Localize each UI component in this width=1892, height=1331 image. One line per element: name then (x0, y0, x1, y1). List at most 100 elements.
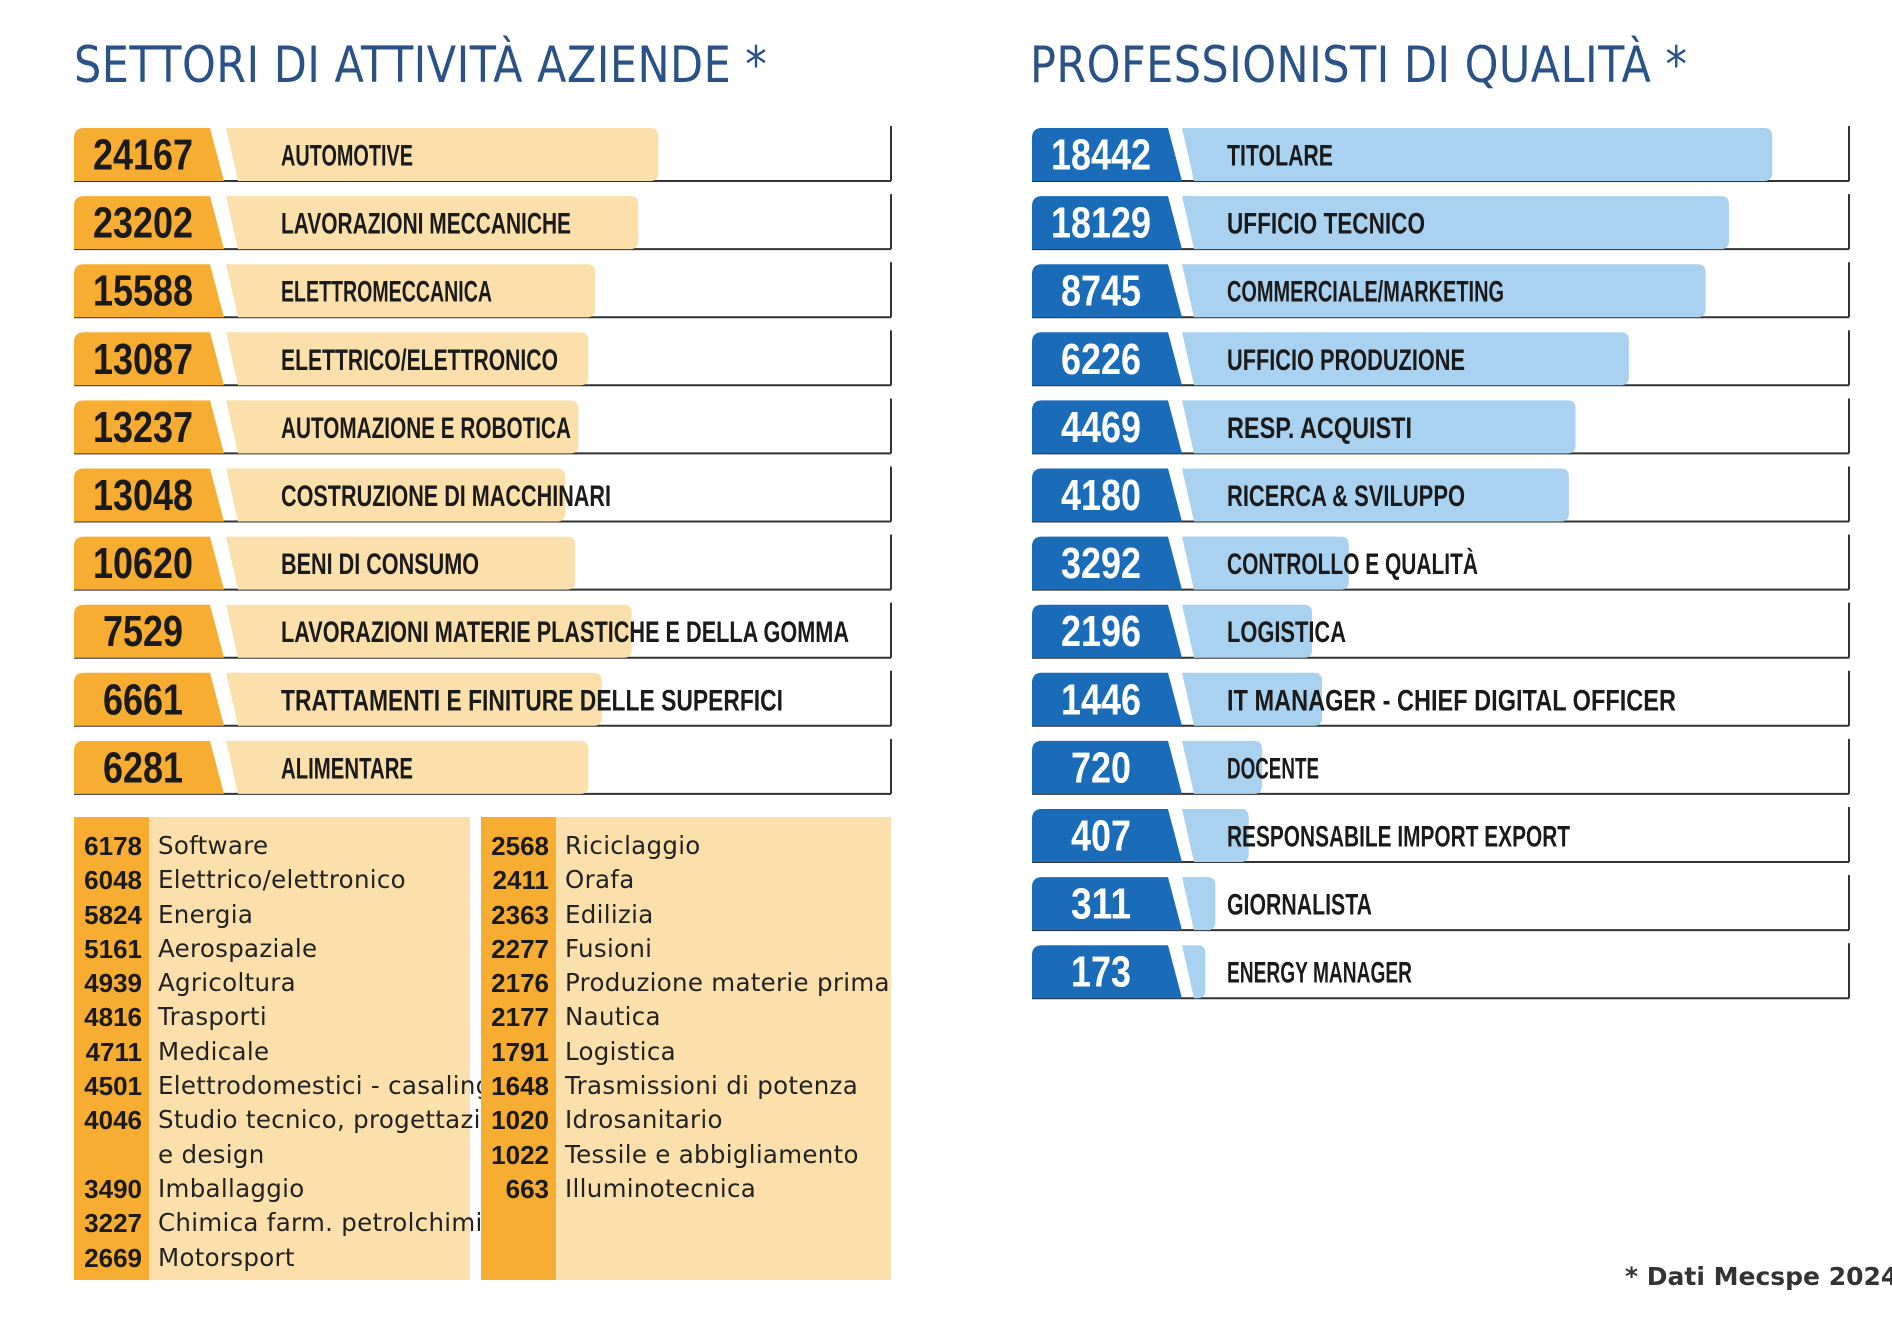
value-label: 2196 (1061, 607, 1141, 656)
item-count: 663 (505, 1173, 549, 1204)
list-item: 2669 Motorsport (74, 1241, 470, 1275)
category-label: AUTOMAZIONE E ROBOTICA (281, 412, 571, 445)
value-badge (74, 332, 224, 386)
category-label: COMMERCIALE/MARKETING (1227, 276, 1504, 309)
item-label: Energia (158, 899, 254, 929)
category-label: ELETTRICO/ELETTRONICO (281, 344, 558, 377)
value-badge (1032, 536, 1182, 590)
value-label: 173 (1071, 948, 1131, 997)
item-label: Aerospaziale (158, 933, 318, 963)
item-count: 6178 (84, 831, 142, 861)
bar-fill (1182, 468, 1569, 522)
category-label: UFFICIO TECNICO (1227, 208, 1425, 241)
list-item: 6178 Software (74, 829, 470, 863)
value-label: 8745 (1061, 267, 1141, 316)
value-label: 311 (1071, 880, 1131, 929)
bar-fill (1182, 604, 1313, 658)
chart-title-left: SETTORI DI ATTIVITÀ AZIENDE * (74, 36, 768, 94)
category-label: TITOLARE (1227, 140, 1333, 173)
item-label: Imballaggio (158, 1173, 305, 1203)
category-label: IT MANAGER - CHIEF DIGITAL OFFICER (1227, 684, 1676, 717)
bar-fill (1182, 536, 1349, 590)
value-badge (74, 400, 224, 454)
category-label: LAVORAZIONI MECCANICHE (281, 208, 571, 241)
value-label: 15588 (93, 267, 193, 316)
value-badge (1032, 264, 1182, 318)
item-label: Idrosanitario (565, 1105, 723, 1135)
list-item: 1022 Tessile e abbigliamento (481, 1138, 891, 1172)
category-label: COSTRUZIONE DI MACCHINARI (281, 480, 611, 513)
value-label: 7529 (103, 607, 183, 656)
list-item: 2568 Riciclaggio (481, 829, 891, 863)
value-label: 407 (1071, 812, 1131, 861)
item-label: Agricoltura (158, 968, 296, 998)
category-label: ENERGY MANAGER (1227, 957, 1412, 990)
category-label: CONTROLLO E QUALITÀ (1227, 547, 1478, 581)
item-label: Motorsport (158, 1242, 295, 1272)
list-item: 2176 Produzione materie prima (481, 966, 891, 1000)
source-footnote: * Dati Mecspe 2024 (1625, 1262, 1892, 1291)
item-count: 2277 (491, 933, 549, 964)
value-badge (74, 672, 224, 726)
item-label: Trasporti (158, 1002, 267, 1032)
value-badge (1032, 468, 1182, 522)
list-item: 2277 Fusioni (481, 932, 891, 966)
bar-charts: 24167 AUTOMOTIVE 23202 LAVORAZIONI MECCANIC… (74, 126, 1850, 1000)
list-item: 1648 Trasmissioni di potenza (481, 1069, 891, 1103)
value-badge (1032, 877, 1182, 931)
value-label: 13087 (93, 335, 193, 384)
item-count: 2411 (492, 865, 549, 896)
bar-fill (226, 332, 589, 386)
value-label: 720 (1071, 743, 1131, 792)
value-badge (1032, 672, 1182, 726)
item-label: Medicale (158, 1036, 270, 1066)
value-label: 6281 (103, 743, 183, 792)
value-badge (1032, 809, 1182, 862)
list-item: 3490 Imballaggio (74, 1172, 470, 1206)
value-label: 6661 (103, 675, 183, 724)
list-item: 3227 Chimica farm. petrolchimica (74, 1206, 511, 1240)
bar-fill (226, 264, 596, 318)
item-count: 2176 (491, 968, 549, 999)
chart-title-right: PROFESSIONISTI DI QUALITÀ * (1030, 36, 1688, 94)
value-label: 4469 (1061, 403, 1141, 452)
value-badge (74, 264, 224, 318)
category-label: TRATTAMENTI E FINITURE DELLE SUPERFICI (281, 684, 783, 717)
bar-fill (1182, 332, 1629, 386)
category-label: DOCENTE (1227, 752, 1319, 785)
other-sectors-table-left: 6178 Software 6048 Elettrico/elettronico 582… (74, 817, 527, 1280)
other-sectors-table-right: 2568 Riciclaggio 2411 Orafa 2363 Edilizia 2277… (481, 817, 891, 1280)
category-label: UFFICIO PRODUZIONE (1227, 344, 1465, 377)
item-count: 4501 (84, 1071, 142, 1102)
item-count: 1791 (491, 1036, 549, 1067)
value-label: 23202 (93, 199, 193, 248)
list-item: 4816 Trasporti (74, 1000, 470, 1034)
value-badge (1032, 945, 1182, 999)
value-badge (1032, 400, 1182, 454)
item-label: Logistica (565, 1036, 676, 1066)
item-count: 4046 (84, 1105, 142, 1136)
value-badge (74, 740, 224, 794)
list-item: 1020 Idrosanitario (481, 1103, 891, 1137)
value-label: 4180 (1061, 471, 1141, 520)
value-badge (74, 468, 224, 522)
value-label: 24167 (93, 131, 193, 180)
item-label: Elettrico/elettronico (158, 865, 406, 895)
value-badge (1032, 128, 1182, 181)
category-label: RESP. ACQUISTI (1227, 412, 1412, 445)
value-badge (1032, 740, 1182, 794)
value-badge (1032, 332, 1182, 386)
value-label: 18129 (1051, 199, 1151, 248)
bar-fill (226, 536, 576, 590)
list-item: 5161 Aerospaziale (74, 932, 470, 966)
value-label: 6226 (1061, 335, 1141, 384)
bar-fill (1182, 945, 1206, 999)
value-label: 10620 (93, 539, 193, 588)
item-count: 4711 (85, 1036, 142, 1067)
value-badge (74, 604, 224, 658)
item-count: 2568 (491, 831, 549, 861)
category-label: ELETTROMECCANICA (281, 276, 492, 309)
item-count: 5161 (84, 933, 142, 964)
item-label: Chimica farm. petrolchimica (158, 1208, 512, 1238)
category-label: LOGISTICA (1227, 616, 1346, 649)
